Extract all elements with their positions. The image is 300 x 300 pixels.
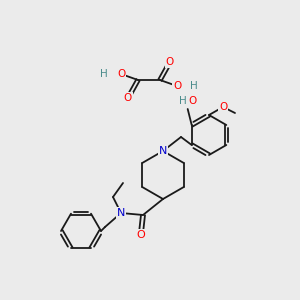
Text: O: O [189, 96, 197, 106]
Text: O: O [219, 102, 227, 112]
Text: O: O [124, 93, 132, 103]
Text: H: H [190, 81, 198, 91]
Text: H: H [179, 96, 187, 106]
Text: H: H [100, 69, 108, 79]
Text: O: O [136, 230, 146, 240]
Text: N: N [159, 146, 167, 156]
Text: N: N [117, 208, 125, 218]
Text: O: O [173, 81, 181, 91]
Text: O: O [166, 57, 174, 67]
Text: O: O [117, 69, 125, 79]
